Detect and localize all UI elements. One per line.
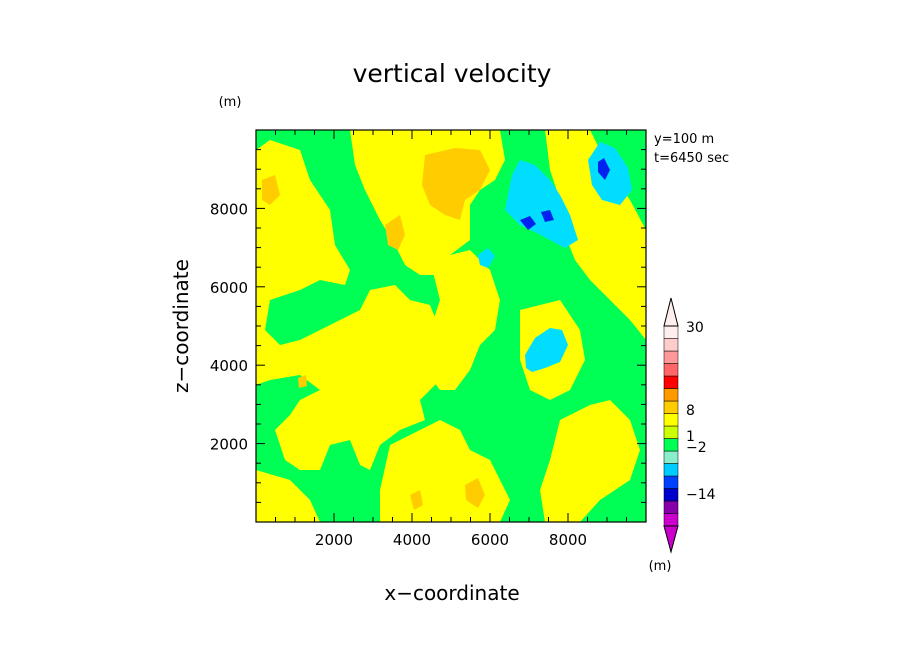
- colorbar-segment: [663, 450, 679, 464]
- field-blue-spot-3: [598, 158, 610, 180]
- field-yellow-region-right: [545, 130, 646, 340]
- colorbar-segment: [663, 425, 679, 439]
- colorbar-segment: [663, 438, 679, 452]
- colorbar-segment: [663, 338, 679, 352]
- colorbar-segment: [663, 350, 679, 364]
- colorbar-segment: [663, 400, 679, 414]
- colorbar-segment: [663, 513, 679, 527]
- field-yellow-region-left: [256, 140, 440, 470]
- x-tick-label: 4000: [393, 531, 431, 549]
- field-cyan-region-mid: [525, 328, 568, 372]
- field-yellow-region-bottom-left: [256, 470, 320, 522]
- y-tick-label: 8000: [210, 200, 248, 218]
- x-axis-label: x−coordinate: [384, 581, 519, 605]
- axes: 2000 4000 6000 8000 2000 4000 6000 8000: [210, 130, 646, 549]
- colorbar-bottom-arrow: [663, 525, 679, 554]
- field-orange-blob-edge: [262, 175, 280, 205]
- field-cyan-region-top-right: [588, 142, 632, 205]
- field-orange-blob-left: [385, 215, 405, 250]
- field-yellow-region-bottom-right: [540, 400, 640, 522]
- x-tick-label: 6000: [471, 531, 509, 549]
- y-tick-label: 6000: [210, 279, 248, 297]
- y-tick-label: 4000: [210, 357, 248, 375]
- colorbar: 30 8 1−2 −14 (m): [649, 297, 716, 574]
- colorbar-tick-label: 8: [686, 403, 695, 419]
- x-tick-label: 2000: [315, 531, 353, 549]
- colorbar-segment: [663, 363, 679, 377]
- colorbar-segment: [663, 475, 679, 489]
- field-orange-blob-small: [298, 375, 307, 388]
- colorbar-top-arrow: [663, 297, 679, 327]
- field-cyan-region-top: [505, 160, 578, 248]
- colorbar-segment: [663, 375, 679, 389]
- info-line-y: y=100 m: [654, 132, 714, 147]
- field-orange-blob-top: [422, 148, 490, 220]
- colorbar-segment: [663, 325, 679, 339]
- field-yellow-region-center: [425, 250, 500, 390]
- field-orange-blob-bottom-2: [410, 490, 423, 510]
- field-blue-spot-1: [520, 216, 536, 230]
- field-orange-blob-bottom-1: [465, 478, 485, 508]
- x-tick-label: 8000: [549, 531, 587, 549]
- field-blue-spot-2: [541, 210, 554, 222]
- y-tick-label: 2000: [210, 436, 248, 454]
- contour-field: [255, 129, 647, 523]
- info-line-t: t=6450 sec: [654, 151, 729, 166]
- field-cyan-blob-small: [478, 248, 495, 268]
- colorbar-tick-label: −14: [686, 487, 716, 503]
- colorbar-segment: [663, 463, 679, 477]
- colorbar-tick-label: 30: [686, 320, 704, 336]
- colorbar-segment: [663, 388, 679, 402]
- axis-unit-label: (m): [219, 95, 242, 110]
- colorbar-segment: [663, 488, 679, 502]
- colorbar-tick-label: 1: [686, 429, 695, 445]
- chart-title: vertical velocity: [353, 59, 552, 88]
- colorbar-segment: [663, 413, 679, 427]
- y-axis-label: z−coordinate: [169, 259, 193, 393]
- colorbar-tick-label: −2: [686, 440, 707, 456]
- colorbar-segment: [663, 500, 679, 514]
- colorbar-unit-label: (m): [649, 559, 672, 574]
